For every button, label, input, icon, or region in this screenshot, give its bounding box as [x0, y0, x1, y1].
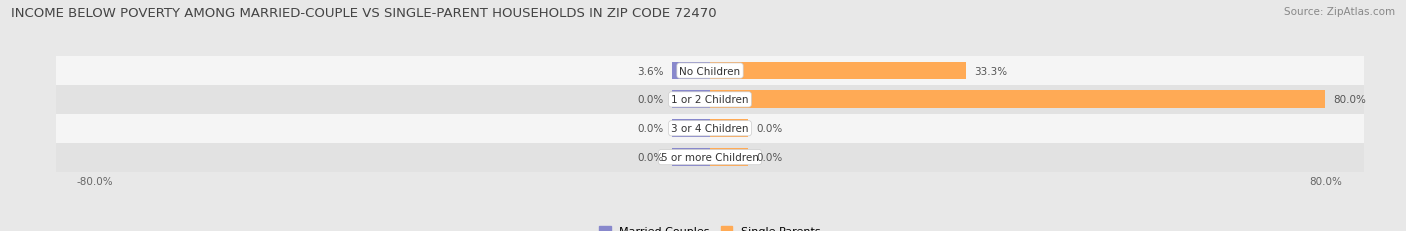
Text: 33.3%: 33.3%	[974, 66, 1007, 76]
Text: 0.0%: 0.0%	[756, 124, 782, 134]
Text: No Children: No Children	[679, 66, 741, 76]
Bar	[56, 143, 1364, 172]
Bar	[710, 149, 748, 166]
Bar	[710, 120, 748, 138]
Bar	[56, 114, 1364, 143]
Text: 0.0%: 0.0%	[638, 95, 664, 105]
Bar	[710, 62, 966, 80]
Text: 0.0%: 0.0%	[638, 124, 664, 134]
Bar	[672, 120, 710, 138]
Text: 0.0%: 0.0%	[638, 152, 664, 162]
Text: 1 or 2 Children: 1 or 2 Children	[671, 95, 749, 105]
Bar	[710, 91, 1326, 109]
Text: 5 or more Children: 5 or more Children	[661, 152, 759, 162]
Bar	[56, 57, 1364, 86]
Text: 3 or 4 Children: 3 or 4 Children	[671, 124, 749, 134]
Bar	[672, 149, 710, 166]
Text: 80.0%: 80.0%	[1333, 95, 1365, 105]
Text: 3.6%: 3.6%	[637, 66, 664, 76]
Text: Source: ZipAtlas.com: Source: ZipAtlas.com	[1284, 7, 1395, 17]
Bar	[672, 62, 710, 80]
Bar	[56, 86, 1364, 114]
Legend: Married Couples, Single Parents: Married Couples, Single Parents	[595, 222, 825, 231]
Bar	[672, 91, 710, 109]
Text: INCOME BELOW POVERTY AMONG MARRIED-COUPLE VS SINGLE-PARENT HOUSEHOLDS IN ZIP COD: INCOME BELOW POVERTY AMONG MARRIED-COUPL…	[11, 7, 717, 20]
Text: 0.0%: 0.0%	[756, 152, 782, 162]
